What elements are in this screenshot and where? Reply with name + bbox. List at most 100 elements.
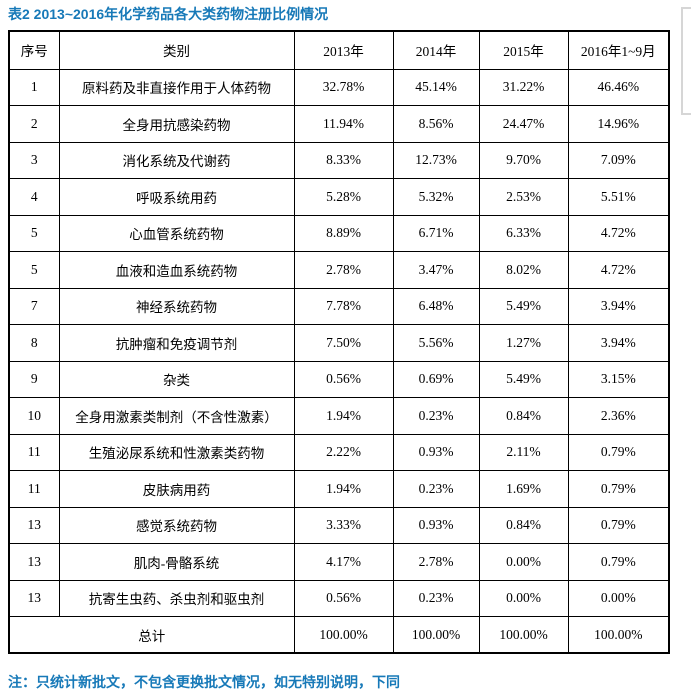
percentage-cell: 5.56% [392, 324, 480, 362]
table-row: 11 生殖泌尿系统和性激素类药物 2.22% 0.93% 2.11% 0.79% [8, 433, 670, 471]
percentage-cell: 2.11% [478, 433, 569, 471]
category-cell: 感觉系统药物 [58, 506, 295, 544]
percentage-cell: 24.47% [478, 105, 569, 143]
table-row: 3 消化系统及代谢药 8.33% 12.73% 9.70% 7.09% [8, 141, 670, 179]
total-percentage-cell: 100.00% [567, 616, 670, 654]
percentage-cell: 4.72% [567, 214, 670, 252]
percentage-cell: 1.27% [478, 324, 569, 362]
table-row: 5 心血管系统药物 8.89% 6.71% 6.33% 4.72% [8, 214, 670, 252]
total-row: 总计 100.00% 100.00% 100.00% 100.00% [8, 616, 670, 654]
category-cell: 杂类 [58, 360, 295, 398]
row-number-cell: 7 [8, 287, 60, 325]
percentage-cell: 0.93% [392, 506, 480, 544]
footnote: 注：只统计新批文，不包含更换批文情况，如无特别说明，下同 [8, 674, 400, 690]
column-header: 2014年 [392, 30, 480, 70]
category-cell: 全身用抗感染药物 [58, 105, 295, 143]
percentage-cell: 3.33% [293, 506, 394, 544]
percentage-cell: 1.69% [478, 470, 569, 508]
percentage-cell: 2.36% [567, 397, 670, 435]
drug-registration-table: 序号 类别 2013年 2014年 2015年 2016年1~9月 1 原料药及非直接作用于… [8, 30, 670, 654]
percentage-cell: 46.46% [567, 68, 670, 106]
category-cell: 原料药及非直接作用于人体药物 [58, 68, 295, 106]
row-number-cell: 3 [8, 141, 60, 179]
percentage-cell: 1.94% [293, 397, 394, 435]
category-cell: 抗寄生虫药、杀虫剂和驱虫剂 [58, 579, 295, 617]
table-row: 10 全身用激素类制剂（不含性激素） 1.94% 0.23% 0.84% 2.36% [8, 397, 670, 435]
table-row: 2 全身用抗感染药物 11.94% 8.56% 24.47% 14.96% [8, 105, 670, 143]
total-label-cell: 总计 [8, 616, 295, 654]
percentage-cell: 2.78% [392, 543, 480, 581]
category-cell: 神经系统药物 [58, 287, 295, 325]
table-title: 表2 2013~2016年化学药品各大类药物注册比例情况 [8, 6, 329, 22]
percentage-cell: 11.94% [293, 105, 394, 143]
percentage-cell: 5.51% [567, 178, 670, 216]
category-cell: 抗肿瘤和免疫调节剂 [58, 324, 295, 362]
percentage-cell: 0.00% [567, 579, 670, 617]
percentage-cell: 0.84% [478, 506, 569, 544]
table-row: 13 抗寄生虫药、杀虫剂和驱虫剂 0.56% 0.23% 0.00% 0.00% [8, 579, 670, 617]
table-row: 5 血液和造血系统药物 2.78% 3.47% 8.02% 4.72% [8, 251, 670, 289]
percentage-cell: 0.23% [392, 470, 480, 508]
category-cell: 消化系统及代谢药 [58, 141, 295, 179]
column-header: 2016年1~9月 [567, 30, 670, 70]
percentage-cell: 5.28% [293, 178, 394, 216]
percentage-cell: 0.79% [567, 506, 670, 544]
category-cell: 肌肉-骨骼系统 [58, 543, 295, 581]
header-row: 序号 类别 2013年 2014年 2015年 2016年1~9月 [8, 30, 670, 70]
percentage-cell: 7.78% [293, 287, 394, 325]
percentage-cell: 6.48% [392, 287, 480, 325]
percentage-cell: 6.33% [478, 214, 569, 252]
percentage-cell: 7.50% [293, 324, 394, 362]
percentage-cell: 0.56% [293, 579, 394, 617]
percentage-cell: 3.15% [567, 360, 670, 398]
percentage-cell: 7.09% [567, 141, 670, 179]
percentage-cell: 45.14% [392, 68, 480, 106]
table-row: 9 杂类 0.56% 0.69% 5.49% 3.15% [8, 360, 670, 398]
percentage-cell: 5.32% [392, 178, 480, 216]
percentage-cell: 0.23% [392, 579, 480, 617]
percentage-cell: 14.96% [567, 105, 670, 143]
row-number-cell: 13 [8, 579, 60, 617]
percentage-cell: 5.49% [478, 287, 569, 325]
table-row: 11 皮肤病用药 1.94% 0.23% 1.69% 0.79% [8, 470, 670, 508]
category-cell: 全身用激素类制剂（不含性激素） [58, 397, 295, 435]
row-number-cell: 8 [8, 324, 60, 362]
percentage-cell: 0.79% [567, 433, 670, 471]
row-number-cell: 5 [8, 214, 60, 252]
row-number-cell: 5 [8, 251, 60, 289]
percentage-cell: 5.49% [478, 360, 569, 398]
percentage-cell: 0.56% [293, 360, 394, 398]
category-cell: 呼吸系统用药 [58, 178, 295, 216]
percentage-cell: 0.00% [478, 579, 569, 617]
percentage-cell: 0.79% [567, 543, 670, 581]
percentage-cell: 3.94% [567, 324, 670, 362]
percentage-cell: 31.22% [478, 68, 569, 106]
percentage-cell: 0.00% [478, 543, 569, 581]
table-row: 1 原料药及非直接作用于人体药物 32.78% 45.14% 31.22% 46.46% [8, 68, 670, 106]
table-row: 7 神经系统药物 7.78% 6.48% 5.49% 3.94% [8, 287, 670, 325]
row-number-cell: 11 [8, 433, 60, 471]
total-percentage-cell: 100.00% [293, 616, 394, 654]
table-row: 13 感觉系统药物 3.33% 0.93% 0.84% 0.79% [8, 506, 670, 544]
percentage-cell: 8.89% [293, 214, 394, 252]
percentage-cell: 1.94% [293, 470, 394, 508]
percentage-cell: 0.84% [478, 397, 569, 435]
row-number-cell: 9 [8, 360, 60, 398]
percentage-cell: 8.56% [392, 105, 480, 143]
percentage-cell: 8.02% [478, 251, 569, 289]
table-body: 1 原料药及非直接作用于人体药物 32.78% 45.14% 31.22% 46.46% 2… [8, 68, 670, 654]
row-number-cell: 1 [8, 68, 60, 106]
row-number-cell: 2 [8, 105, 60, 143]
column-header: 2013年 [293, 30, 394, 70]
percentage-cell: 3.47% [392, 251, 480, 289]
percentage-cell: 12.73% [392, 141, 480, 179]
percentage-cell: 8.33% [293, 141, 394, 179]
table-row: 8 抗肿瘤和免疫调节剂 7.50% 5.56% 1.27% 3.94% [8, 324, 670, 362]
percentage-cell: 9.70% [478, 141, 569, 179]
category-cell: 皮肤病用药 [58, 470, 295, 508]
percentage-cell: 4.17% [293, 543, 394, 581]
column-header: 类别 [58, 30, 295, 70]
percentage-cell: 2.78% [293, 251, 394, 289]
percentage-cell: 2.53% [478, 178, 569, 216]
percentage-cell: 0.69% [392, 360, 480, 398]
